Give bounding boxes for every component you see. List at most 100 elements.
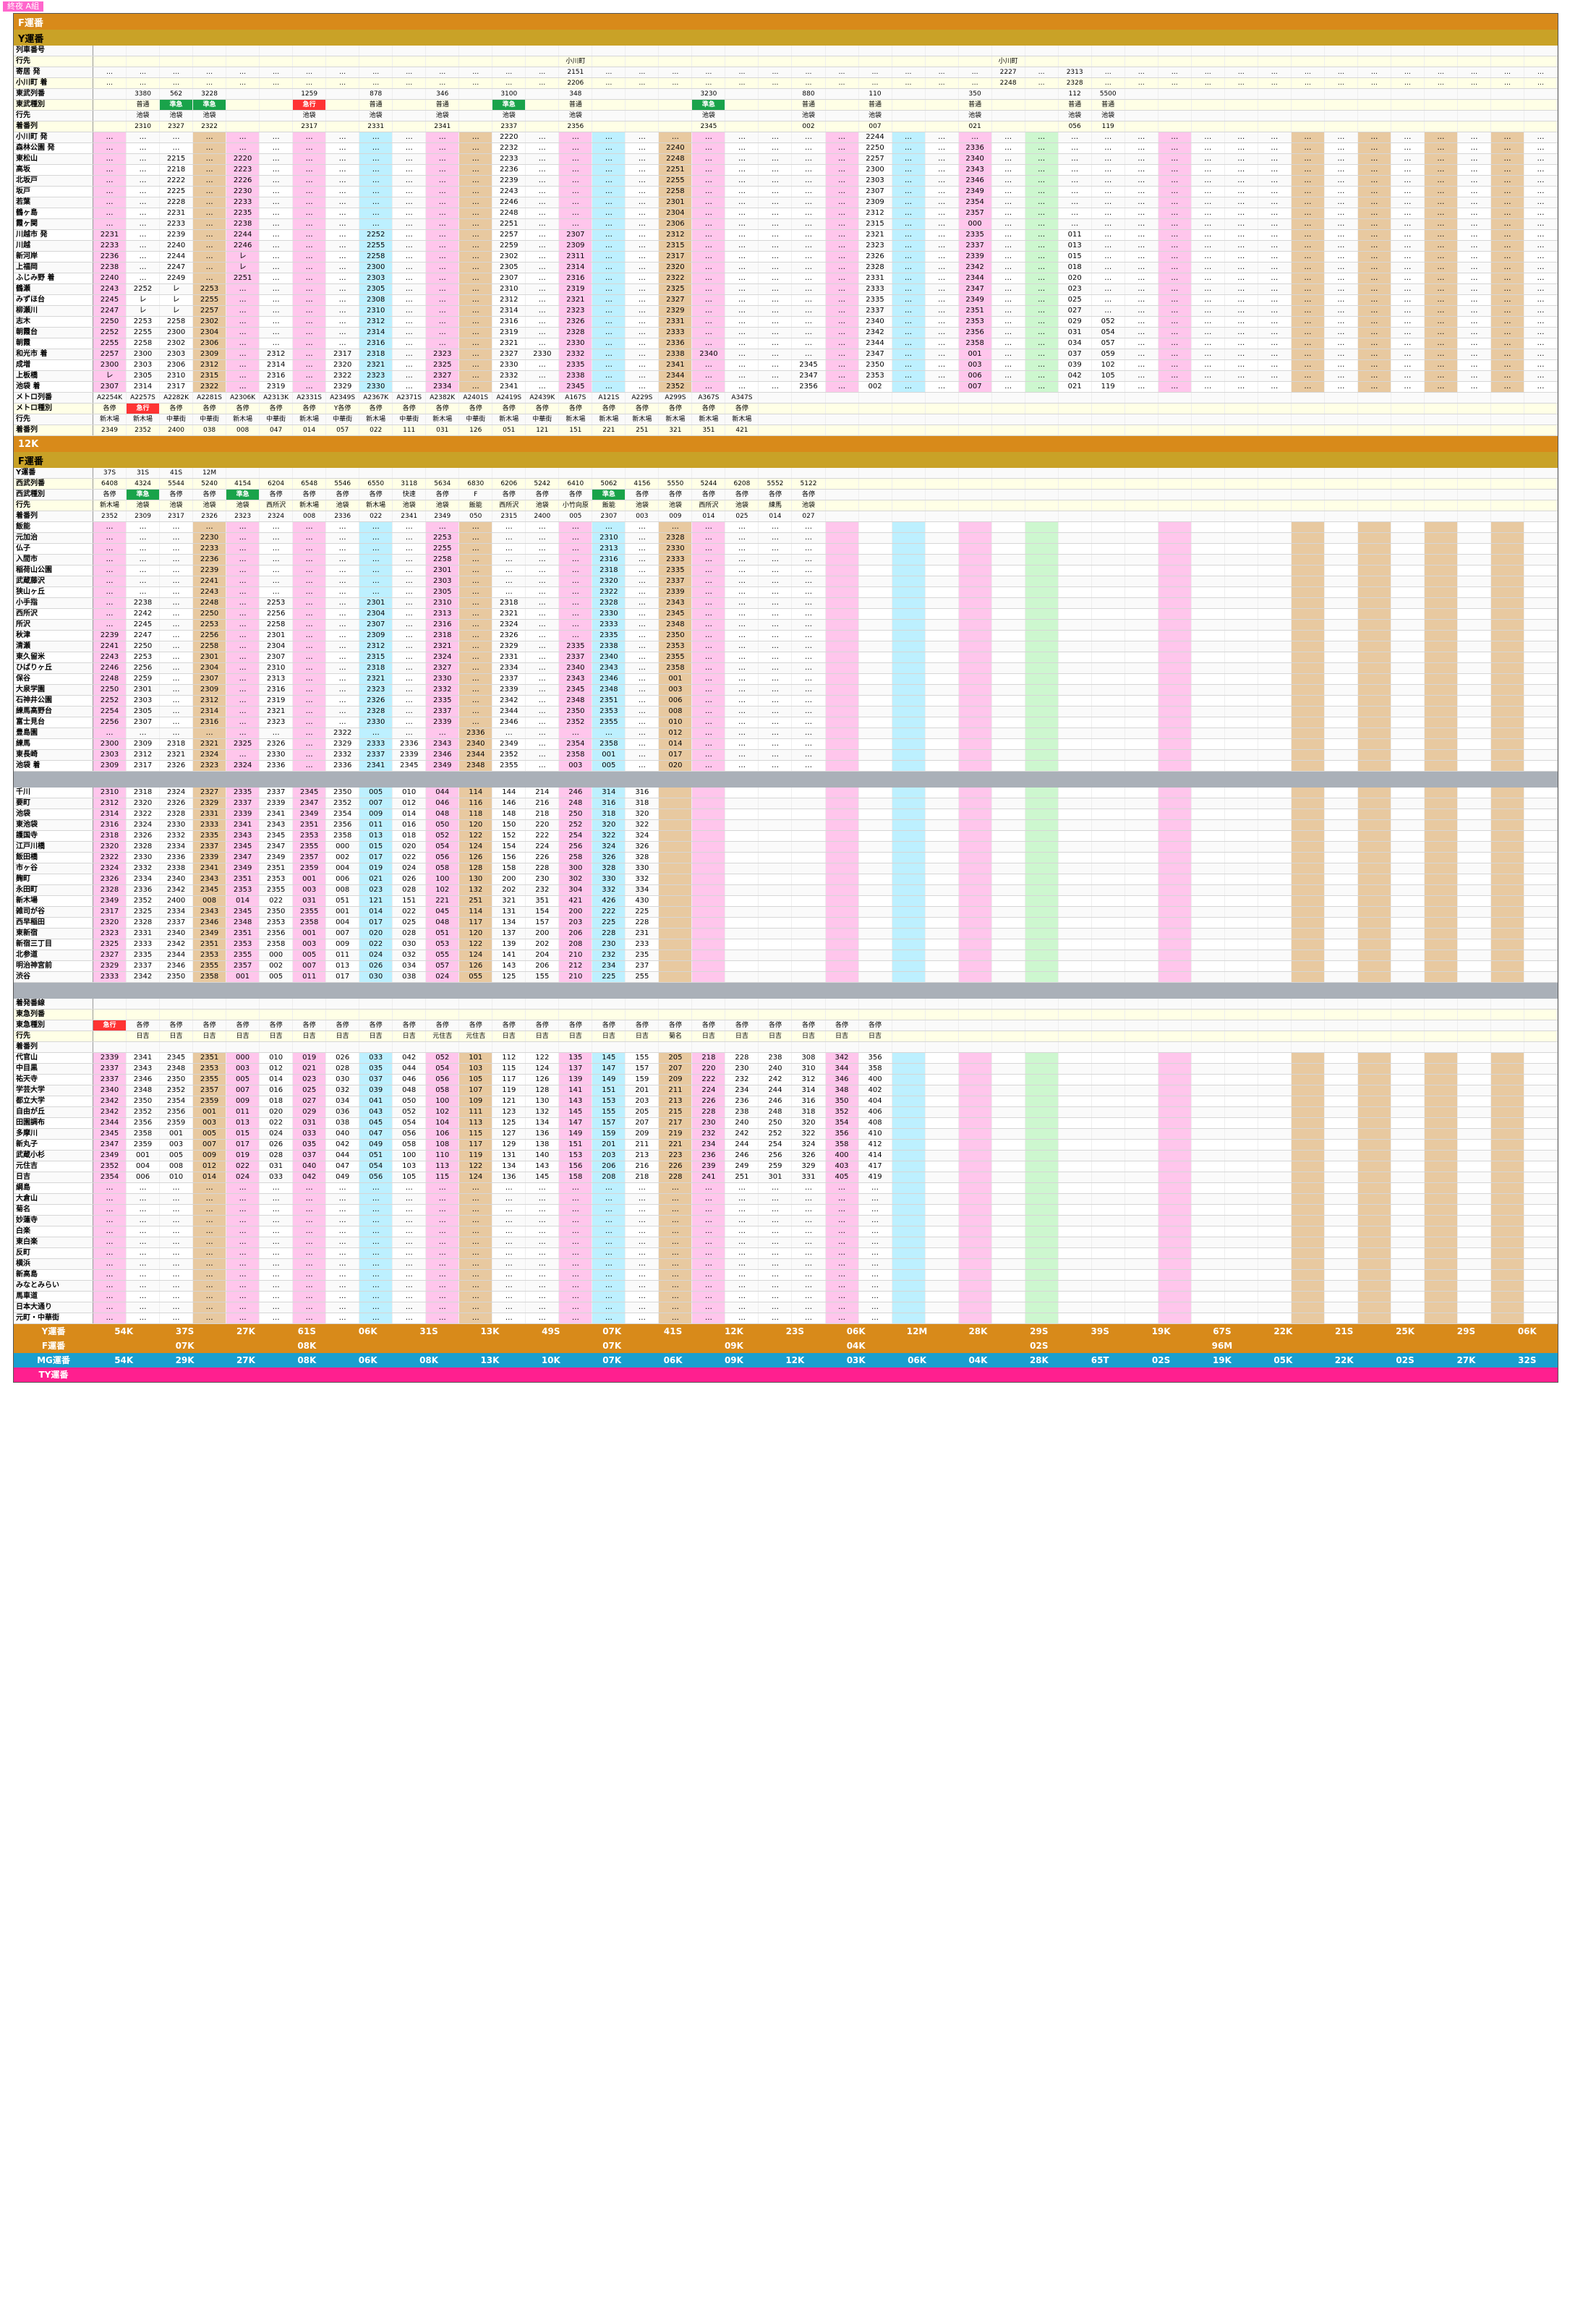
time-cell: … — [393, 176, 427, 186]
time-cell — [1258, 707, 1292, 717]
time-cell — [1192, 1140, 1225, 1150]
time-cell: … — [193, 273, 227, 283]
time-cell — [1291, 598, 1325, 608]
time-cell — [1291, 939, 1325, 950]
time-cell — [825, 717, 859, 727]
table-row: 新丸子 2347 2359 003 007 017 026 035 042 049 058 108 11… — [14, 1140, 1558, 1151]
time-cell — [1491, 479, 1524, 489]
time-cell — [825, 587, 859, 597]
time-cell — [1358, 89, 1391, 99]
time-cell: 321 — [659, 425, 693, 435]
time-cell: 143 — [526, 1161, 560, 1172]
time-cell: … — [626, 544, 660, 554]
time-cell: … — [692, 176, 726, 186]
time-cell — [1192, 555, 1225, 565]
time-cell: … — [759, 1259, 793, 1269]
time-cell: … — [692, 132, 726, 142]
time-cell: 351 — [526, 896, 560, 906]
time-cell — [859, 631, 892, 641]
time-cell: 152 — [492, 831, 526, 841]
time-cell: … — [293, 739, 327, 749]
time-cell: … — [1325, 328, 1358, 338]
time-cell — [260, 999, 294, 1009]
time-cell — [1490, 1151, 1524, 1161]
time-cell — [1391, 1226, 1425, 1237]
time-cell: 2312 — [260, 349, 294, 359]
time-cell — [1524, 555, 1558, 565]
time-cell: … — [426, 1259, 460, 1269]
time-cell — [1059, 1226, 1092, 1237]
time-cell — [1158, 809, 1192, 819]
time-cell — [1458, 918, 1491, 928]
time-cell — [1192, 1151, 1225, 1161]
time-cell — [992, 1205, 1025, 1215]
time-cell — [1158, 1020, 1192, 1031]
time-cell: … — [1391, 165, 1425, 175]
time-cell: 216 — [526, 798, 560, 808]
time-cell: 240 — [759, 1064, 793, 1074]
time-cell: 2250 — [93, 685, 127, 695]
time-cell: 202 — [492, 885, 526, 895]
time-cell: 2238 — [127, 598, 161, 608]
time-cell: … — [1524, 154, 1558, 164]
time-cell: … — [792, 533, 826, 543]
time-cell — [725, 1010, 759, 1020]
metro-number-row: メトロ列番 A2254K A2257S A2282K A2281S A2306K A2313… — [14, 393, 1558, 404]
time-cell: … — [1391, 360, 1425, 370]
time-cell: … — [127, 208, 161, 218]
time-cell — [1258, 929, 1292, 939]
time-cell — [1258, 853, 1292, 863]
time-cell: … — [293, 1205, 327, 1215]
time-cell — [926, 739, 959, 749]
time-cell: … — [1258, 208, 1292, 218]
station-label: 上福岡 — [14, 263, 93, 273]
time-cell — [1192, 100, 1225, 110]
time-cell: … — [1458, 197, 1491, 208]
time-cell — [1125, 1010, 1158, 1020]
time-cell: … — [326, 208, 360, 218]
time-cell — [1490, 831, 1524, 841]
time-cell: 西所沢 — [492, 500, 526, 511]
station-label: 元加治 — [14, 533, 93, 543]
time-cell: 2303 — [93, 750, 127, 760]
time-cell — [1291, 522, 1325, 532]
time-cell — [1192, 809, 1225, 819]
time-cell: … — [459, 295, 493, 305]
time-cell — [1225, 1129, 1258, 1139]
time-cell — [1490, 1053, 1524, 1063]
time-cell — [1025, 500, 1059, 511]
time-cell: 156 — [559, 1161, 593, 1172]
time-cell: 2307 — [260, 652, 294, 662]
time-cell: 2346 — [592, 674, 626, 684]
time-cell: 017 — [659, 750, 693, 760]
time-cell: 各停 — [592, 1020, 626, 1031]
time-cell: 126 — [526, 1075, 560, 1085]
time-cell — [1291, 853, 1325, 863]
time-cell: 2329 — [492, 641, 526, 652]
time-cell: … — [1291, 328, 1325, 338]
time-cell: … — [459, 338, 493, 349]
time-cell: … — [526, 587, 560, 597]
time-cell — [226, 121, 260, 132]
time-cell: … — [759, 631, 793, 641]
time-cell — [859, 468, 892, 478]
time-cell — [626, 89, 660, 99]
time-cell: 急行 — [93, 1020, 127, 1031]
time-cell: … — [725, 663, 759, 673]
time-cell: … — [293, 1216, 327, 1226]
time-cell — [926, 907, 959, 917]
time-cell — [826, 490, 859, 500]
time-cell: 025 — [293, 1085, 327, 1096]
time-cell — [1092, 1248, 1125, 1258]
time-cell: … — [1158, 284, 1192, 294]
time-cell: 2239 — [160, 230, 194, 240]
time-cell — [1325, 533, 1358, 543]
time-cell — [759, 896, 793, 906]
time-cell: … — [1125, 67, 1158, 77]
time-cell: … — [1458, 371, 1491, 381]
time-cell: 池袋 — [193, 500, 227, 511]
time-cell: … — [1225, 241, 1258, 251]
time-cell: … — [1258, 263, 1292, 273]
time-cell: 132 — [526, 1107, 560, 1117]
time-cell — [1458, 929, 1491, 939]
